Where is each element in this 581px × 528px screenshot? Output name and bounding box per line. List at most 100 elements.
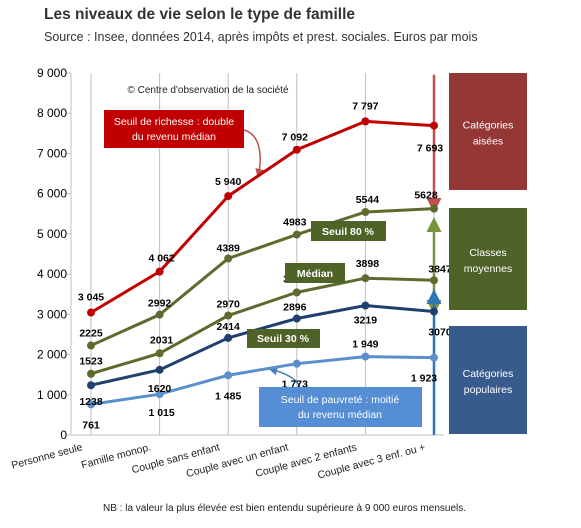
copyright-text: © Centre d'observation de la société xyxy=(127,85,288,96)
data-label: 3898 xyxy=(356,258,380,270)
seuil80-box-label: Seuil 80 % xyxy=(322,226,375,238)
y-tick-label: 5 000 xyxy=(37,227,67,241)
y-tick-label: 9 000 xyxy=(37,66,67,80)
data-point xyxy=(155,365,164,374)
data-label: 4 062 xyxy=(148,253,174,265)
richesse-box-label: du revenu médian xyxy=(132,131,216,143)
data-point xyxy=(292,288,301,297)
data-point xyxy=(224,254,233,263)
data-point xyxy=(361,352,370,361)
category-boxes: Catégories aisées Classes moyennes Catégorie… xyxy=(449,73,527,434)
data-point xyxy=(224,333,233,342)
richesse-box xyxy=(104,110,244,148)
y-axis-ticks: 0 1 000 2 000 3 000 4 000 5 000 6 000 7 000 8 00… xyxy=(37,66,71,442)
data-point xyxy=(87,400,95,409)
data-label: 1 949 xyxy=(352,339,378,351)
data-point xyxy=(155,267,164,276)
series-line xyxy=(90,207,435,347)
series-lines xyxy=(87,117,438,409)
data-point xyxy=(430,204,438,213)
y-tick-label: 2 000 xyxy=(37,348,67,362)
data-label: 3219 xyxy=(354,315,378,327)
pauvrete-arrow xyxy=(268,366,301,388)
data-label: 3 045 xyxy=(78,292,104,304)
data-point xyxy=(430,276,438,285)
richesse-box-label: Seuil de richesse : double xyxy=(114,116,234,128)
y-tick-label: 1 000 xyxy=(37,388,67,402)
data-point xyxy=(224,192,233,201)
data-point xyxy=(155,349,164,358)
data-label: 761 xyxy=(82,419,100,431)
data-label: 1620 xyxy=(148,383,172,395)
y-tick-label: 7 000 xyxy=(37,146,67,160)
data-label: 1523 xyxy=(79,356,103,368)
data-point xyxy=(292,314,301,323)
category-box-label: populaires xyxy=(464,384,512,396)
data-point xyxy=(87,381,95,390)
seuil30-box-label: Seuil 30 % xyxy=(257,333,310,345)
footnote: NB : la valeur la plus élevée est bien e… xyxy=(103,503,467,514)
data-label: 7 092 xyxy=(282,132,308,144)
richesse-arrow xyxy=(243,129,265,178)
data-label: 2031 xyxy=(150,334,174,346)
data-label: 1 015 xyxy=(148,407,174,419)
data-label: 2970 xyxy=(217,299,241,311)
annotation-arrows xyxy=(243,75,442,435)
data-point xyxy=(430,353,438,362)
seuil30-box xyxy=(247,329,320,348)
data-label: 4389 xyxy=(217,242,241,254)
chart-title: Les niveaux de vie selon le type de fami… xyxy=(44,6,355,23)
data-point xyxy=(292,145,301,154)
pauvrete-box xyxy=(259,387,422,427)
data-point xyxy=(361,274,370,283)
category-box xyxy=(449,73,527,190)
data-label: 3847 xyxy=(428,263,452,275)
pauvrete-box-label: Seuil de pauvreté : moitié xyxy=(281,394,400,406)
y-tick-label: 0 xyxy=(60,428,67,442)
data-label: 2992 xyxy=(148,298,172,310)
data-label: 1 485 xyxy=(215,390,241,402)
data-label: 3070 xyxy=(428,327,452,339)
seuil80-box xyxy=(311,221,386,241)
data-point xyxy=(361,208,370,217)
x-tick-label: Personne seule xyxy=(10,441,84,472)
category-box xyxy=(449,208,527,310)
data-label: 7 797 xyxy=(352,100,378,112)
y-tick-label: 3 000 xyxy=(37,307,67,321)
category-box-label: Catégories xyxy=(463,368,514,380)
y-tick-label: 6 000 xyxy=(37,187,67,201)
data-point xyxy=(155,310,164,319)
category-box xyxy=(449,326,527,434)
data-label: 2414 xyxy=(217,321,241,333)
data-point xyxy=(430,121,438,130)
category-box-label: Classes xyxy=(469,247,506,259)
data-label: 1 923 xyxy=(411,373,437,385)
data-point xyxy=(87,308,95,317)
pauvrete-box-label: du revenu médian xyxy=(298,409,382,421)
data-point xyxy=(224,371,233,380)
series-line xyxy=(90,355,435,406)
data-label: 2225 xyxy=(79,328,103,340)
data-point xyxy=(430,307,438,316)
chart-subtitle: Source : Insee, données 2014, après impô… xyxy=(44,30,478,44)
data-label: 1238 xyxy=(79,396,103,408)
y-tick-label: 8 000 xyxy=(37,106,67,120)
data-label: 5 940 xyxy=(215,176,241,188)
series-line xyxy=(90,276,435,376)
data-point xyxy=(155,390,164,399)
data-label: 2896 xyxy=(283,302,307,314)
series-line xyxy=(90,304,435,387)
category-box-label: Catégories xyxy=(463,120,514,132)
median-box-label: Médian xyxy=(297,268,333,280)
series-line xyxy=(90,119,435,314)
data-labels: 3 045 4 062 5 940 7 092 7 797 7 693 2225 2992 43… xyxy=(78,85,452,431)
data-label: 4983 xyxy=(283,217,307,229)
data-point xyxy=(87,369,95,378)
median-box xyxy=(285,263,345,283)
annotation-boxes: Seuil de richesse : double du revenu médi… xyxy=(104,110,422,427)
data-point xyxy=(292,359,301,368)
category-box-label: aisées xyxy=(473,136,503,148)
y-tick-label: 4 000 xyxy=(37,267,67,281)
